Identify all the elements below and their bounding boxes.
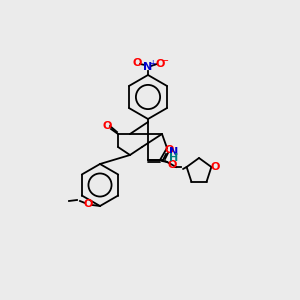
Text: −: −: [161, 56, 169, 66]
Text: O: O: [211, 162, 220, 172]
Text: H: H: [169, 153, 178, 163]
Text: O: O: [83, 199, 93, 209]
Text: O: O: [167, 160, 177, 170]
Text: O: O: [132, 58, 142, 68]
Text: +: +: [149, 58, 155, 68]
Text: O: O: [155, 59, 165, 69]
Text: O: O: [164, 145, 174, 155]
Text: N: N: [143, 62, 153, 72]
Text: N: N: [169, 147, 178, 157]
Text: O: O: [102, 121, 112, 131]
